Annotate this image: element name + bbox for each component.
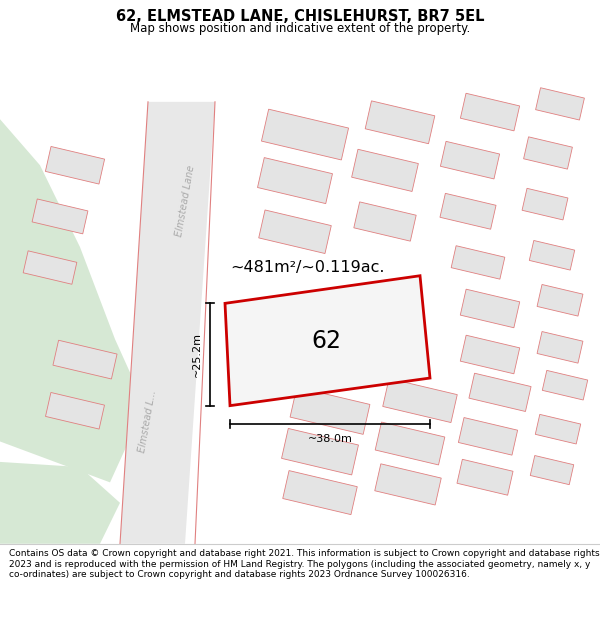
Polygon shape bbox=[262, 109, 349, 160]
Polygon shape bbox=[53, 340, 117, 379]
Polygon shape bbox=[537, 284, 583, 316]
Polygon shape bbox=[46, 146, 104, 184]
Polygon shape bbox=[23, 251, 77, 284]
Text: ~25.2m: ~25.2m bbox=[192, 332, 202, 377]
Text: Contains OS data © Crown copyright and database right 2021. This information is : Contains OS data © Crown copyright and d… bbox=[9, 549, 599, 579]
Polygon shape bbox=[440, 141, 500, 179]
Polygon shape bbox=[0, 462, 120, 544]
Polygon shape bbox=[457, 459, 513, 495]
Polygon shape bbox=[529, 241, 575, 270]
Polygon shape bbox=[375, 422, 445, 465]
Text: ~38.0m: ~38.0m bbox=[308, 434, 352, 444]
Text: Elmstead Lane: Elmstead Lane bbox=[174, 164, 196, 238]
Polygon shape bbox=[524, 137, 572, 169]
Polygon shape bbox=[451, 246, 505, 279]
Polygon shape bbox=[383, 379, 457, 423]
Text: 62, ELMSTEAD LANE, CHISLEHURST, BR7 5EL: 62, ELMSTEAD LANE, CHISLEHURST, BR7 5EL bbox=[116, 9, 484, 24]
Polygon shape bbox=[537, 331, 583, 363]
Polygon shape bbox=[542, 371, 588, 400]
Polygon shape bbox=[365, 101, 435, 144]
Polygon shape bbox=[225, 276, 430, 406]
Polygon shape bbox=[290, 387, 370, 434]
Polygon shape bbox=[460, 335, 520, 374]
Polygon shape bbox=[536, 88, 584, 120]
Polygon shape bbox=[257, 158, 332, 204]
Polygon shape bbox=[120, 102, 215, 544]
Polygon shape bbox=[32, 199, 88, 234]
Polygon shape bbox=[522, 188, 568, 220]
Polygon shape bbox=[0, 119, 145, 482]
Polygon shape bbox=[259, 210, 331, 254]
Text: Elmstead L...: Elmstead L... bbox=[137, 389, 158, 453]
Text: Map shows position and indicative extent of the property.: Map shows position and indicative extent… bbox=[130, 22, 470, 35]
Polygon shape bbox=[375, 464, 441, 505]
Polygon shape bbox=[530, 456, 574, 484]
Polygon shape bbox=[46, 392, 104, 429]
Text: 62: 62 bbox=[311, 329, 341, 352]
Polygon shape bbox=[458, 418, 518, 455]
Polygon shape bbox=[460, 289, 520, 328]
Polygon shape bbox=[535, 414, 581, 444]
Polygon shape bbox=[460, 93, 520, 131]
Polygon shape bbox=[352, 149, 418, 191]
Polygon shape bbox=[283, 471, 357, 514]
Polygon shape bbox=[440, 193, 496, 229]
Polygon shape bbox=[354, 202, 416, 241]
Text: ~481m²/~0.119ac.: ~481m²/~0.119ac. bbox=[230, 260, 385, 275]
Polygon shape bbox=[281, 429, 358, 475]
Polygon shape bbox=[469, 373, 531, 411]
